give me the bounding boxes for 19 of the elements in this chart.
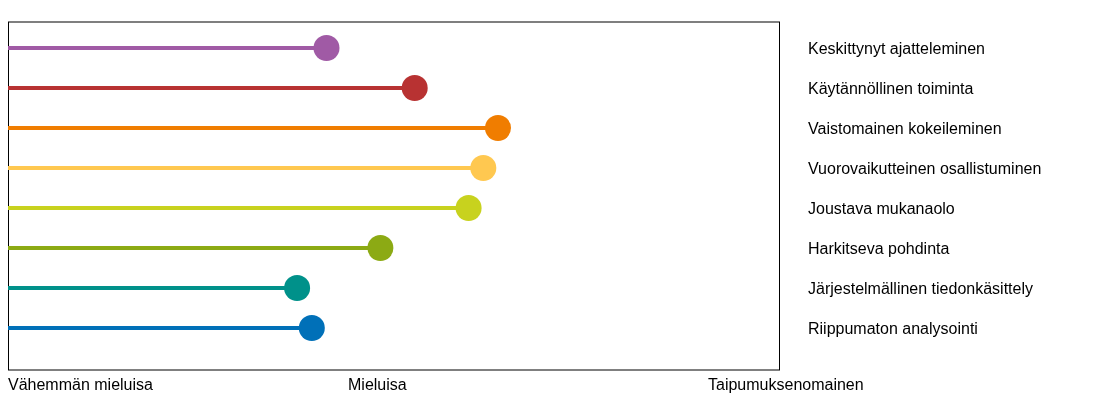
point [401, 75, 428, 101]
point [455, 195, 482, 221]
text: Mieluisa [348, 376, 407, 393]
point [485, 115, 511, 141]
point [298, 315, 325, 341]
y-tick-label: Käytännöllinen toiminta [808, 79, 974, 97]
point [367, 235, 394, 261]
y-tick-label: Joustava mukanaolo [808, 199, 955, 217]
text: Vähemmän mieluisa [8, 376, 154, 393]
y-tick-label: Vaistomainen kokeileminen [808, 119, 1002, 137]
y-tick-label: Harkitseva pohdinta [808, 239, 950, 257]
text: Taipumuksenomainen [708, 376, 864, 393]
point [470, 155, 497, 181]
y-tick-label: Keskittynyt ajatteleminen [808, 39, 985, 57]
y-tick-label: Järjestelmällinen tiedonkäsittely [808, 279, 1033, 297]
point [284, 275, 311, 301]
y-tick-label: Vuorovaikutteinen osallistuminen [808, 159, 1042, 177]
point [313, 35, 340, 61]
y-tick-label: Riippumaton analysointi [808, 319, 978, 337]
